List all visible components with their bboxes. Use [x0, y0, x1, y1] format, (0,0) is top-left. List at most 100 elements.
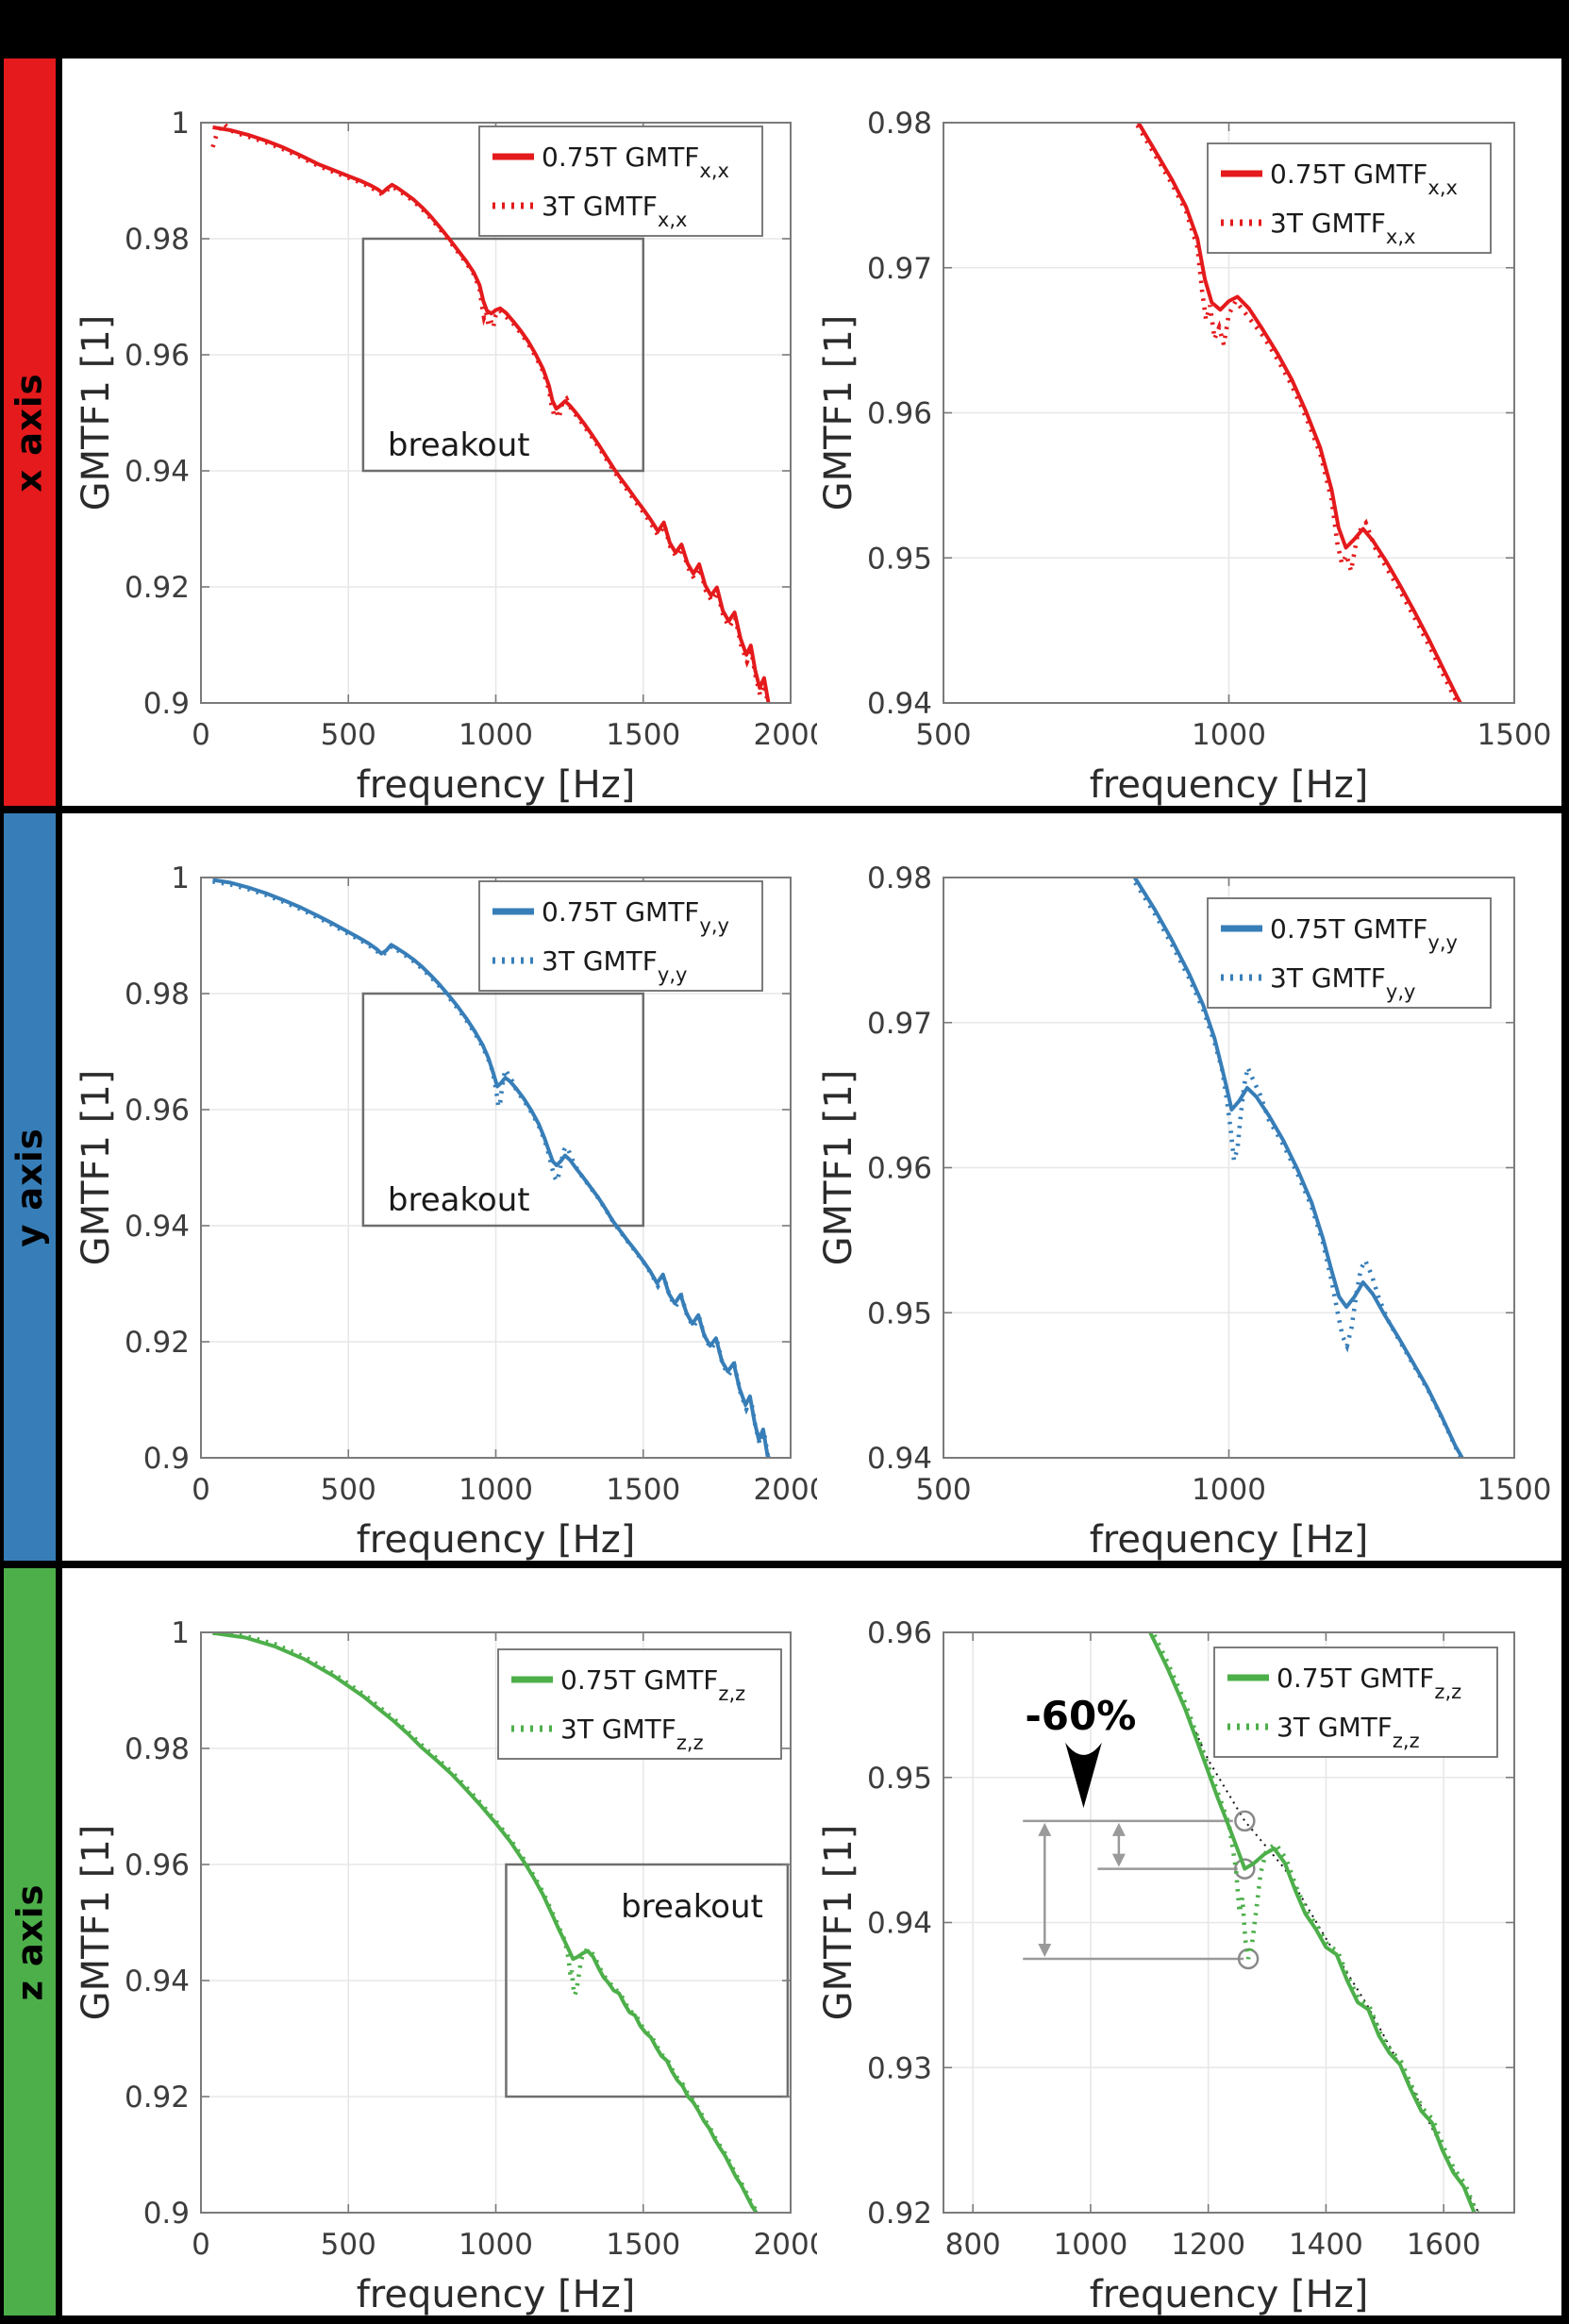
- legend-box: [1207, 142, 1492, 254]
- y-tick-label: 0.96: [125, 1094, 190, 1128]
- arrowhead-up-icon: [1111, 1822, 1126, 1836]
- chart-y-breakout: 500 1000 1500 0.94 0.95 0.96 0.97 0.98 frequency…: [817, 813, 1561, 1562]
- y-tick-label: 0.94: [125, 1965, 190, 1998]
- y-tick-label: 0.96: [125, 1848, 190, 1882]
- annotation-label: -60%: [1025, 1693, 1136, 1739]
- legend-box: [478, 125, 763, 237]
- arrowhead-down-icon: [1111, 1853, 1126, 1867]
- band-label-x: x axis: [9, 372, 51, 493]
- y-tick-label: 1: [171, 861, 190, 895]
- y-tick-label: 0.98: [125, 1732, 190, 1766]
- band-y-axis: y axis: [4, 813, 56, 1561]
- x-axis-label: frequency [Hz]: [1090, 763, 1369, 806]
- big-arrow-icon: [1065, 1742, 1102, 1809]
- series-group: [212, 1632, 761, 2213]
- x-axis-label: frequency [Hz]: [357, 2273, 636, 2316]
- x-tick-label: 1000: [1053, 2228, 1127, 2262]
- series-group: [212, 878, 772, 1458]
- y-tick-label: 0.98: [867, 107, 932, 141]
- y-tick-label: 0.94: [125, 455, 190, 489]
- series-group: [210, 123, 771, 703]
- x-axis-label: frequency [Hz]: [357, 1518, 636, 1561]
- y-tick-label: 0.94: [125, 1210, 190, 1244]
- series-group: [1133, 123, 1463, 703]
- x-tick-label: 1000: [459, 2228, 533, 2262]
- x-tick-label: 1600: [1407, 2228, 1481, 2262]
- y-tick-label: 0.9: [143, 2197, 190, 2231]
- x-tick-label: 500: [915, 718, 971, 752]
- x-tick-label: 1000: [459, 1473, 533, 1507]
- x-tick-label: 1500: [1477, 718, 1552, 752]
- breakout-label: breakout: [388, 426, 530, 464]
- band-x-axis: x axis: [4, 59, 56, 806]
- breakout-box: [361, 992, 644, 1228]
- y-axis-label: GMTF1 [1]: [75, 1825, 118, 2021]
- x-tick-label: 1000: [1192, 718, 1266, 752]
- y-tick-label: 0.96: [125, 339, 190, 373]
- x-tick-label: 800: [945, 2228, 1001, 2262]
- y-tick-label: 0.93: [867, 2051, 932, 2085]
- y-tick-label: 0.98: [125, 978, 190, 1012]
- series-solid-0-75T: [1132, 878, 1465, 1458]
- series-solid-0-75T: [212, 878, 772, 1458]
- y-tick-label: 0.97: [867, 252, 932, 286]
- plot: 500 1000 1500 0.94 0.95 0.96 0.97 0.98 frequency…: [817, 107, 1552, 807]
- y-tick-label: 0.92: [125, 571, 190, 605]
- x-tick-label: 0: [192, 2228, 210, 2262]
- panel-y: breakout05001000150020000.90.920.940.960…: [62, 813, 1561, 1562]
- panel-x: breakout05001000150020000.90.920.940.960…: [62, 59, 1561, 807]
- x-axis-label: frequency [Hz]: [1090, 2273, 1369, 2316]
- x-tick-label: 500: [321, 2228, 376, 2262]
- band-label-y: y axis: [9, 1127, 51, 1247]
- y-tick-label: 1: [171, 1616, 190, 1650]
- y-tick-label: 0.92: [125, 1326, 190, 1360]
- x-tick-label: 1500: [606, 718, 680, 752]
- row-y-axis: y axis breakout05001000150020000.90.920.…: [4, 813, 1561, 1562]
- row-x-axis: x axis breakout05001000150020000.90.920.…: [4, 59, 1561, 807]
- x-axis-label: frequency [Hz]: [357, 763, 636, 806]
- series-solid-0-75T: [212, 1632, 759, 2213]
- x-tick-label: 0: [192, 718, 210, 752]
- legend-box: [1207, 897, 1492, 1009]
- x-tick-label: 500: [915, 1473, 971, 1507]
- y-tick-label: 0.94: [867, 1907, 932, 1941]
- legend-box: [497, 1648, 782, 1760]
- y-tick-label: 0.95: [867, 1762, 932, 1796]
- x-tick-label: 1000: [459, 718, 533, 752]
- y-tick-label: 0.98: [867, 861, 932, 895]
- x-tick-label: 1500: [1477, 1473, 1552, 1507]
- y-tick-label: 0.98: [125, 223, 190, 257]
- y-axis-label: GMTF1 [1]: [75, 1070, 118, 1266]
- y-tick-label: 0.94: [867, 687, 932, 721]
- y-tick-label: 0.96: [867, 1616, 932, 1650]
- series-solid-0-75T: [1147, 1632, 1477, 2213]
- y-tick-label: 0.95: [867, 1296, 932, 1330]
- y-axis-label: GMTF1 [1]: [817, 1825, 860, 2021]
- x-tick-label: 1000: [1192, 1473, 1266, 1507]
- x-tick-label: 1400: [1289, 2228, 1363, 2262]
- series-solid-0-75T: [1136, 123, 1463, 703]
- arrowhead-up-icon: [1038, 1822, 1052, 1836]
- x-axis-label: frequency [Hz]: [1090, 1518, 1369, 1561]
- chart-x-breakout: 500 1000 1500 0.94 0.95 0.96 0.97 0.98 frequency…: [817, 59, 1561, 807]
- marker-circle: [1234, 1858, 1256, 1880]
- breakout-box: [361, 237, 644, 473]
- plot: 500 1000 1500 0.94 0.95 0.96 0.97 0.98 frequency…: [817, 861, 1552, 1562]
- y-tick-label: 0.97: [867, 1007, 932, 1041]
- marker-circle: [1234, 1810, 1256, 1832]
- y-tick-label: 1: [171, 107, 190, 141]
- y-axis-label: GMTF1 [1]: [75, 315, 118, 511]
- x-tick-label: 1500: [606, 2228, 680, 2262]
- x-tick-label: 1500: [606, 1473, 680, 1507]
- band-label-z: z axis: [9, 1883, 50, 2000]
- y-tick-label: 0.9: [143, 687, 190, 721]
- y-tick-label: 0.95: [867, 542, 932, 576]
